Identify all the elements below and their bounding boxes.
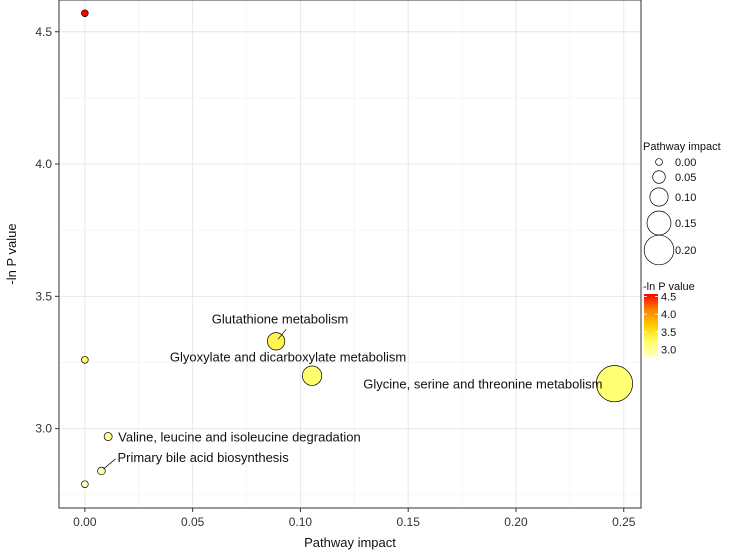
size-legend-title: Pathway impact	[643, 141, 721, 153]
y-tick-label: 4.5	[35, 25, 52, 39]
point-label: Valine, leucine and isoleucine degradati…	[118, 430, 361, 445]
x-tick-label: 0.20	[504, 515, 528, 529]
color-legend-label: 4.0	[661, 309, 676, 321]
x-axis-title: Pathway impact	[304, 535, 396, 550]
color-legend-label: 3.5	[661, 327, 676, 339]
data-point	[266, 332, 286, 351]
size-legend-key	[646, 210, 672, 236]
data-point	[103, 432, 113, 441]
plot-panel-border	[58, 0, 642, 509]
size-legend-label: 0.10	[675, 192, 696, 204]
x-tick-label: 0.05	[181, 515, 205, 529]
point-label: Primary bile acid biosynthesis	[117, 450, 289, 465]
color-legend-title: -ln P value	[643, 281, 695, 293]
y-axis: 3.0 3.5 4.0 4.5	[35, 25, 59, 436]
x-tick-label: 0.00	[73, 515, 97, 529]
size-legend-key	[649, 187, 669, 207]
y-tick-label: 4.0	[35, 157, 52, 171]
point-label: Glyoxylate and dicarboxylate metabolism	[170, 350, 406, 365]
x-tick-label: 0.10	[289, 515, 313, 529]
size-legend-label: 0.00	[675, 157, 696, 169]
label-leader-line	[103, 458, 116, 470]
size-legend-key	[655, 158, 663, 166]
point-label: Glycine, serine and threonine metabolism	[363, 377, 602, 392]
data-point	[81, 9, 89, 17]
data-point	[301, 365, 323, 386]
label-leader-line	[277, 329, 287, 340]
y-axis-title: -ln P value	[4, 223, 19, 284]
size-legend-label: 0.05	[675, 172, 696, 184]
size-legend: Pathway impact 0.00 0.05 0.10 0.15 0.20	[643, 141, 721, 266]
data-point	[97, 466, 106, 476]
grid	[59, 0, 641, 508]
color-legend: -ln P value 4.5 4.0 3.5 3.0	[643, 281, 695, 357]
size-legend-label: 0.15	[675, 218, 696, 230]
point-label: Glutathione metabolism	[212, 311, 349, 326]
data-point	[595, 365, 633, 403]
data-point	[81, 480, 89, 488]
size-legend-key	[652, 170, 666, 184]
point-labels: Primary bile acid biosynthesis Valine, le…	[103, 311, 602, 470]
x-tick-label: 0.25	[612, 515, 636, 529]
size-legend-key	[643, 234, 675, 266]
color-legend-label: 3.0	[661, 345, 676, 357]
size-legend-label: 0.20	[675, 245, 696, 257]
x-tick-label: 0.15	[397, 515, 421, 529]
color-bar	[644, 294, 658, 357]
data-point	[81, 356, 89, 364]
color-legend-label: 4.5	[661, 291, 676, 303]
y-tick-label: 3.0	[35, 422, 52, 436]
x-axis: 0.00 0.05 0.10 0.15 0.20 0.25	[73, 508, 636, 529]
y-tick-label: 3.5	[35, 289, 52, 303]
